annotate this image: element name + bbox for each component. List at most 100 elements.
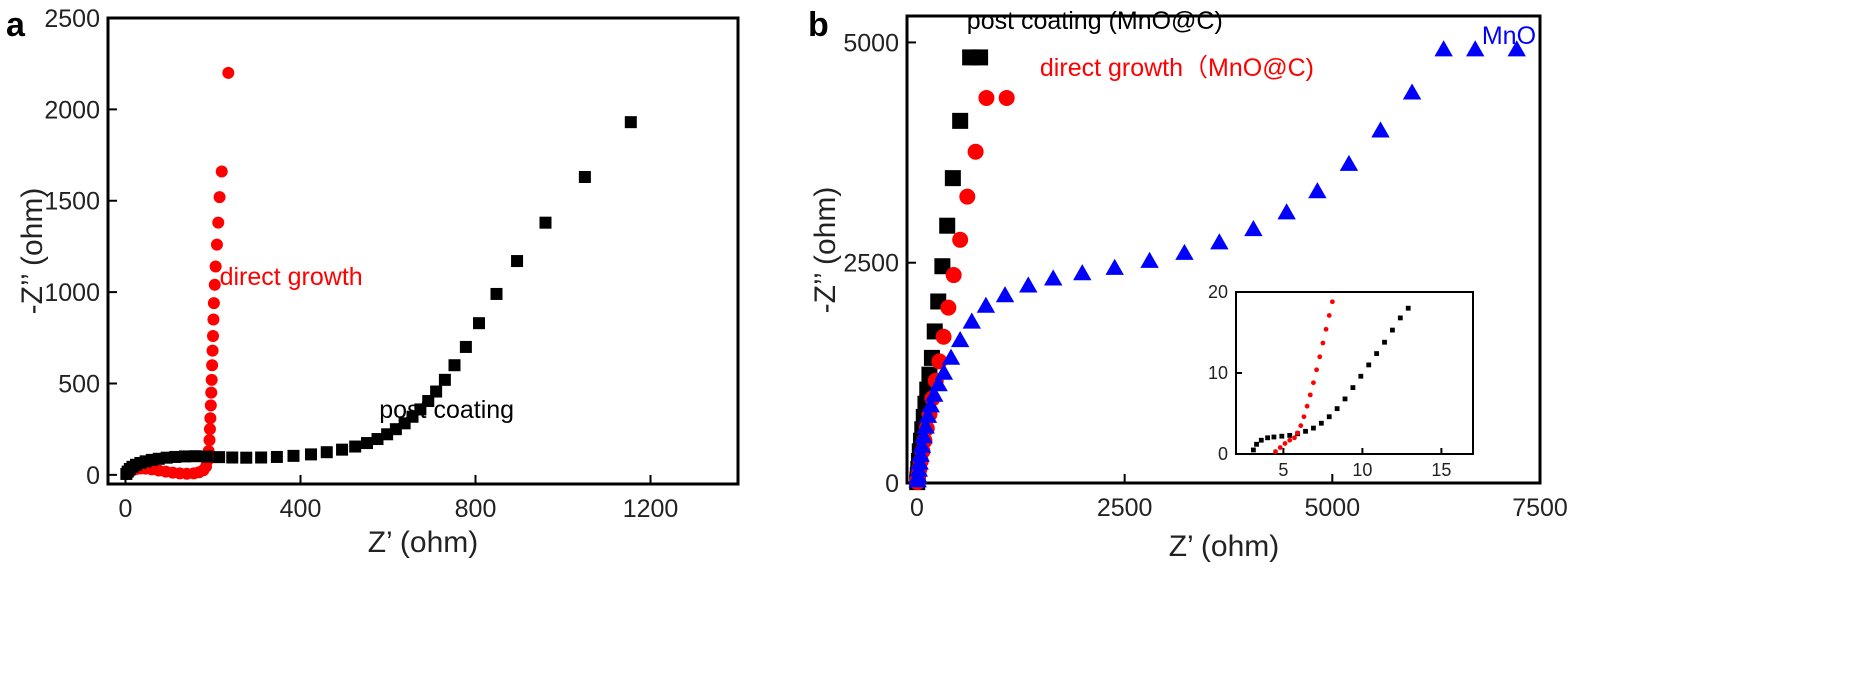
panel-a-point-post-coating xyxy=(624,116,637,129)
panel-b-x-axis-title: Z’ (ohm) xyxy=(1169,530,1280,563)
inset-point-post-coating-mno-c xyxy=(1258,437,1264,443)
panel-a-y-tick-label: 500 xyxy=(58,370,100,398)
inset-point-post-coating-mno-c xyxy=(1287,432,1293,438)
panel-b-point-mno xyxy=(1210,233,1229,250)
inset-point-direct-growth-mno-c xyxy=(1295,430,1301,436)
panel-a-point-post-coating xyxy=(361,437,373,450)
panel-a-annotation-post-coating: post coating xyxy=(379,396,514,424)
panel-b-point-mno xyxy=(911,445,930,462)
inset-point-post-coating-mno-c xyxy=(1382,339,1387,345)
inset-x-tick-label: 5 xyxy=(1278,460,1288,480)
panel-b-x-tick-label: 2500 xyxy=(1097,494,1153,522)
panel-b-point-direct-growth-mno-c xyxy=(935,328,952,345)
panel-b-point-mno xyxy=(1434,40,1453,57)
inset-point-direct-growth-mno-c xyxy=(1304,403,1310,409)
panel-a-point-direct-growth xyxy=(209,260,222,273)
inset-point-post-coating-mno-c xyxy=(1334,406,1340,412)
panel-a-y-tick-label: 1500 xyxy=(44,188,100,216)
panel-b-point-post-coating-mno-c xyxy=(939,217,956,234)
panel-b-y-tick-label: 2500 xyxy=(843,250,899,278)
panel-a-y-tick-label: 2500 xyxy=(44,5,100,33)
panel-a-point-direct-growth xyxy=(205,386,218,399)
inset-point-post-coating-mno-c xyxy=(1250,447,1256,453)
inset-point-direct-growth-mno-c xyxy=(1320,340,1326,346)
panel-b-point-mno xyxy=(1244,220,1263,237)
inset-point-direct-growth-mno-c xyxy=(1301,414,1307,420)
panel-a-point-direct-growth xyxy=(222,66,235,79)
inset-point-post-coating-mno-c xyxy=(1303,428,1308,434)
panel-b-point-mno xyxy=(976,296,996,313)
panel-a-point-post-coating xyxy=(539,216,552,229)
panel-a-y-tick-label: 1000 xyxy=(44,279,100,307)
inset-x-tick-label: 10 xyxy=(1352,460,1372,480)
panel-b-point-mno xyxy=(912,436,932,453)
panel-b-point-mno xyxy=(1308,182,1327,199)
panel-a-x-tick-label: 0 xyxy=(119,495,133,523)
panel-b-point-mno xyxy=(1507,40,1526,57)
panel-a-x-tick-label: 800 xyxy=(455,495,497,523)
panel-a-point-direct-growth xyxy=(215,165,228,178)
inset-point-post-coating-mno-c xyxy=(1271,434,1277,440)
inset-point-post-coating-mno-c xyxy=(1390,327,1395,333)
panel-a-point-direct-growth xyxy=(203,423,216,436)
panel-b-annotation-post-coating: post coating (MnO@C) xyxy=(967,7,1223,35)
inset-x-tick-label: 15 xyxy=(1431,460,1451,480)
panel-b-point-mno xyxy=(1371,121,1390,138)
panel-b-point-mno xyxy=(1019,276,1038,293)
panel-b-point-mno xyxy=(941,348,961,365)
panel-b-point-mno xyxy=(1044,269,1063,286)
inset-y-tick-label: 0 xyxy=(1218,444,1228,464)
inset-point-direct-growth-mno-c xyxy=(1329,299,1335,305)
panel-b-point-mno xyxy=(929,375,948,392)
inset-point-post-coating-mno-c xyxy=(1397,315,1403,321)
panel-b-annotation-direct-growth: direct growth（MnO@C) xyxy=(1040,54,1314,82)
inset-point-direct-growth-mno-c xyxy=(1277,445,1283,450)
panel-b-x-tick-label: 7500 xyxy=(1512,494,1568,522)
panel-a-point-post-coating xyxy=(305,448,317,461)
panel-b-point-post-coating-mno-c xyxy=(934,258,951,275)
panel-a-point-post-coating xyxy=(179,450,191,463)
panel-b-point-direct-growth-mno-c xyxy=(967,143,984,160)
panel-b-point-mno xyxy=(914,427,933,444)
panel-a-point-post-coating xyxy=(490,287,503,300)
inset-point-post-coating-mno-c xyxy=(1366,362,1372,368)
panel-a-point-direct-growth xyxy=(204,399,217,412)
panel-a-point-post-coating xyxy=(169,450,182,463)
panel-a-point-post-coating xyxy=(473,317,485,330)
panel-b-x-tick-label: 5000 xyxy=(1305,494,1361,522)
panel-a-y-tick-label: 2000 xyxy=(44,96,100,124)
panel-a-point-post-coating xyxy=(200,450,213,463)
inset-point-post-coating-mno-c xyxy=(1374,351,1380,356)
panel-b-point-mno xyxy=(916,417,935,434)
inset-point-direct-growth-mno-c xyxy=(1326,313,1332,318)
panel-a-x-axis-title: Z’ (ohm) xyxy=(368,526,479,559)
inset-point-direct-growth-mno-c xyxy=(1298,423,1304,429)
panel-a-point-direct-growth xyxy=(203,434,216,447)
panel-a-point-post-coating xyxy=(371,433,384,446)
panel-b-point-mno xyxy=(934,363,954,380)
panel-b-annotation-mno: MnO xyxy=(1482,22,1536,50)
panel-a-point-post-coating xyxy=(349,440,362,453)
panel-b-y-axis-title: -Z’’ (ohm) xyxy=(809,187,842,314)
panel-a-y-axis-title: -Z’’ (ohm) xyxy=(16,188,49,315)
panel-b-y-tick-label: 5000 xyxy=(843,29,899,57)
panel-a-point-post-coating xyxy=(213,451,226,464)
inset-point-direct-growth-mno-c xyxy=(1307,392,1313,398)
panel-b-point-mno xyxy=(1466,40,1485,57)
panel-a-point-direct-growth xyxy=(207,313,220,326)
panel-a-point-post-coating xyxy=(320,446,333,459)
panel-b-point-mno xyxy=(950,331,970,348)
panel-a-point-direct-growth xyxy=(207,329,219,342)
inset-y-tick-label: 20 xyxy=(1208,282,1228,302)
inset-point-post-coating-mno-c xyxy=(1350,385,1356,390)
inset-point-post-coating-mno-c xyxy=(1326,414,1332,420)
inset-point-post-coating-mno-c xyxy=(1254,441,1259,447)
inset-point-direct-growth-mno-c xyxy=(1292,435,1297,441)
panel-a-point-post-coating xyxy=(240,451,253,464)
panel-a-x-tick-label: 1200 xyxy=(623,495,679,523)
panel-b-plot-frame xyxy=(905,14,1542,485)
inset-point-post-coating-mno-c xyxy=(1358,373,1364,379)
panel-a-point-post-coating xyxy=(336,443,349,456)
panel-b-point-direct-growth-mno-c xyxy=(959,188,976,205)
panel-b-point-mno xyxy=(1339,154,1359,171)
